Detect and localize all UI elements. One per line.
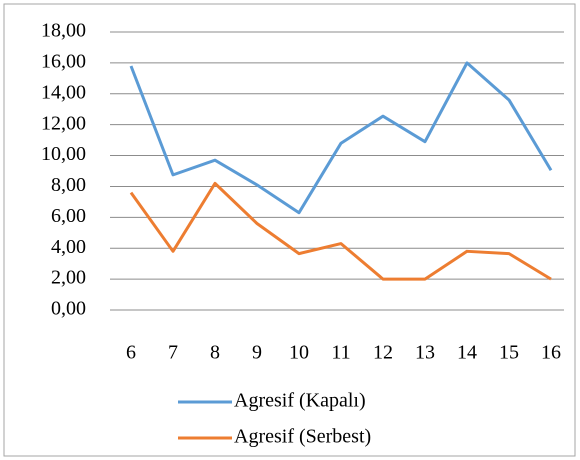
y-tick-label: 10,00 [41,143,86,165]
y-tick-label: 6,00 [51,205,86,227]
x-tick-label: 6 [126,342,136,364]
y-tick-label: 2,00 [51,267,86,289]
series-line [129,181,552,281]
x-tick-label: 14 [457,342,477,364]
x-tick-label: 15 [499,342,519,364]
x-tick-label: 11 [331,342,350,364]
chart-frame [3,3,576,457]
x-tick-label: 13 [415,342,435,364]
x-tick-label: 12 [373,342,393,364]
y-tick-label: 16,00 [41,50,86,72]
y-tick-label: 8,00 [51,174,86,196]
legend-label: Agresif (Serbest) [234,426,371,448]
x-tick-label: 7 [168,342,178,364]
x-tick-label: 8 [210,342,220,364]
legend-label: Agresif (Kapalı) [234,390,366,412]
y-tick-label: 18,00 [41,20,86,42]
x-tick-label: 10 [289,342,309,364]
y-tick-label: 14,00 [41,81,86,103]
y-tick-label: 12,00 [41,112,86,134]
y-tick-label: 0,00 [51,298,86,320]
y-tick-label: 4,00 [51,236,86,258]
series-line [129,61,553,215]
x-tick-label: 9 [252,342,262,364]
x-tick-label: 16 [541,342,561,364]
